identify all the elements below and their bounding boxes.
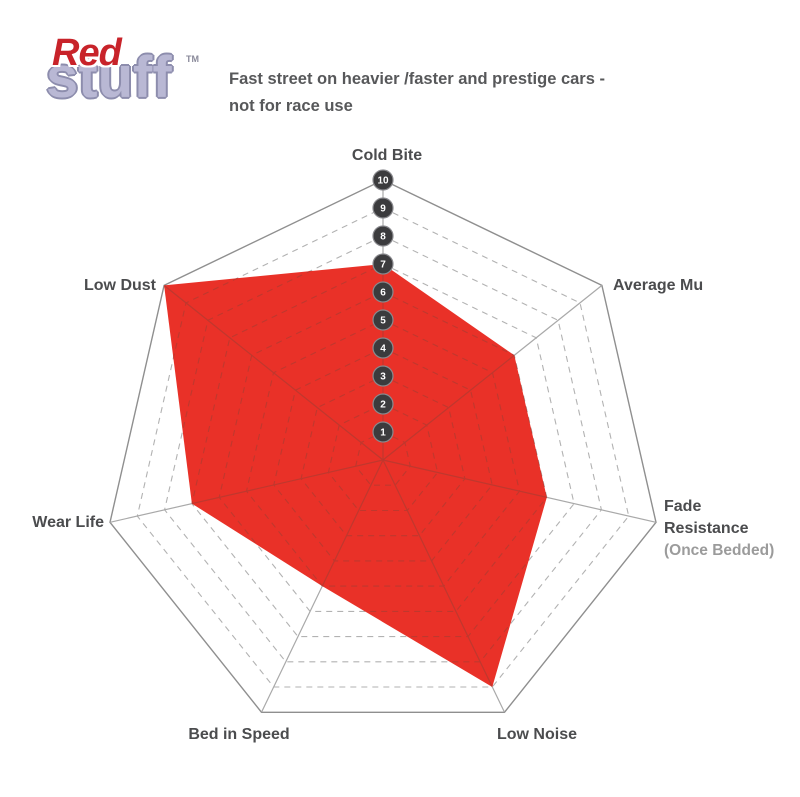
scale-badge-value: 1	[380, 428, 386, 439]
scale-badge	[372, 337, 394, 359]
radar-ring	[109, 179, 657, 713]
radar-ring-over-fill	[273, 347, 493, 562]
radar-ring-over-fill	[300, 375, 466, 537]
axis-sublabel: (Once Bedded)	[664, 542, 774, 559]
axis-label-bed-in-speed: Bed in Speed	[188, 726, 289, 743]
caption-line-2: not for race use	[229, 97, 353, 115]
brand-logo: stuff Red TM	[44, 30, 204, 130]
scale-badge	[372, 253, 394, 275]
scale-badge	[372, 225, 394, 247]
scale-badge-value: 3	[380, 372, 386, 383]
trademark-symbol: TM	[186, 54, 199, 64]
radar-spoke-over-fill	[382, 284, 547, 461]
axis-labels: Cold Bite Average Mu Fade Resistance (Once B…	[32, 147, 774, 743]
radar-data-polygon	[164, 264, 547, 687]
radar-ring-over-fill	[164, 264, 547, 663]
radar-spoke-over-fill	[382, 459, 547, 523]
radar-spoke-over-fill	[164, 459, 384, 523]
scale-badge-value: 5	[380, 316, 386, 327]
scale-badges: 1 2 3 4 5 6 7 8 9 10	[372, 169, 394, 443]
radar-ring-over-fill	[245, 319, 521, 587]
axis-label-low-dust: Low Dust	[84, 277, 157, 294]
scale-badge	[372, 309, 394, 331]
brand-logo-red-text: Red	[52, 32, 122, 74]
axis-label-line: Fade	[664, 498, 701, 515]
scale-badge	[372, 281, 394, 303]
axis-label-cold-bite: Cold Bite	[352, 147, 422, 164]
axis-label-low-noise: Low Noise	[497, 726, 577, 743]
axis-label-fade-resistance: Fade Resistance (Once Bedded)	[664, 498, 774, 559]
brand-logo-stuff-text: stuff	[46, 45, 172, 110]
scale-badge-value: 7	[380, 260, 386, 271]
scale-badge-value: 4	[380, 344, 386, 355]
scale-badge	[372, 169, 394, 191]
scale-badge-value: 10	[377, 176, 389, 187]
axis-label-average-mu: Average Mu	[613, 277, 703, 294]
chart-caption: Fast street on heavier /faster and prest…	[229, 66, 605, 120]
radar-ring-over-fill	[327, 403, 439, 512]
scale-badge-value: 9	[380, 204, 386, 215]
radar-spoke-over-fill	[382, 459, 506, 687]
scale-badge	[372, 197, 394, 219]
scale-badge	[372, 393, 394, 415]
scale-badge-value: 8	[380, 232, 386, 243]
axis-label-wear-life: Wear Life	[32, 514, 104, 531]
scale-badge-value: 2	[380, 400, 386, 411]
scale-badge-value: 6	[380, 288, 386, 299]
radar-ring	[136, 207, 630, 688]
axis-label-line: Resistance	[664, 520, 749, 537]
scale-badge	[372, 365, 394, 387]
caption-line-1: Fast street on heavier /faster and prest…	[229, 70, 605, 88]
radar-spoke-over-fill	[164, 284, 384, 461]
scale-badge	[372, 421, 394, 443]
